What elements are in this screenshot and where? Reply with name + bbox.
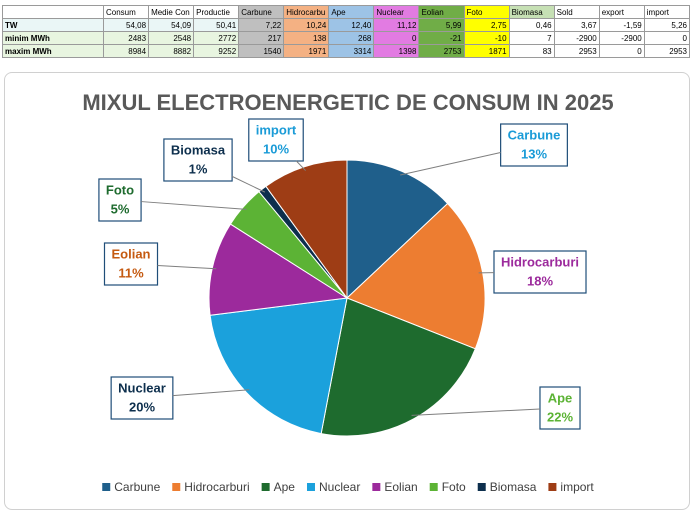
- label-name: Hidrocarburi: [501, 254, 579, 269]
- table-cell: 10,24: [283, 18, 330, 32]
- header-cell: Ape: [328, 5, 375, 19]
- row-label: maxim MWh: [2, 44, 104, 58]
- legend-label: Eolian: [384, 480, 417, 494]
- data-label: Ape 22%: [539, 386, 581, 430]
- leader-line: [172, 389, 250, 397]
- table-cell: 2,75: [463, 18, 510, 32]
- legend: Carbune Hidrocarburi Ape Nuclear Eolian Foto B…: [102, 480, 594, 494]
- table-cell: 2953: [643, 44, 691, 58]
- legend-swatch: [372, 483, 381, 491]
- leader-line: [400, 151, 501, 176]
- data-label: Hidrocarburi 18%: [493, 250, 587, 294]
- table-cell: 1871: [463, 44, 510, 58]
- legend-swatch: [306, 483, 315, 491]
- label-name: Ape: [548, 390, 573, 405]
- label-name: Carbune: [508, 127, 561, 142]
- table-cell: 1540: [238, 44, 285, 58]
- legend-label: Hidrocarburi: [184, 480, 249, 494]
- data-label: Carbune 13%: [500, 123, 568, 167]
- legend-swatch: [172, 483, 181, 491]
- label-value: 10%: [263, 141, 289, 156]
- label-name: Nuclear: [118, 380, 166, 395]
- header-cell: Eolian: [418, 5, 465, 19]
- table-cell: -10: [463, 31, 510, 45]
- chart-card: [4, 72, 690, 510]
- label-box: [98, 178, 142, 222]
- leader-line: [295, 160, 306, 171]
- label-box: [103, 242, 159, 286]
- legend-label: Nuclear: [319, 480, 360, 494]
- label-name: Biomasa: [171, 142, 226, 157]
- header-cell: Foto: [463, 5, 510, 19]
- legend-label: Foto: [442, 480, 466, 494]
- data-label: Eolian 11%: [103, 242, 159, 286]
- header-cell: Biomasa: [508, 5, 555, 19]
- pie-slice: [209, 297, 348, 435]
- table-cell: 83: [508, 44, 555, 58]
- legend-swatch: [429, 483, 438, 491]
- label-value: 5%: [111, 201, 130, 216]
- leader-line: [141, 201, 247, 210]
- label-value: 20%: [129, 399, 155, 414]
- table-cell: 2483: [102, 31, 150, 45]
- table-cell: 8882: [148, 44, 195, 58]
- pie-slice: [320, 297, 476, 437]
- legend-swatch: [261, 483, 270, 491]
- data-table: Consum Medie Con Productie Carbune Hidrocarb…: [2, 5, 691, 58]
- label-value: 1%: [189, 161, 208, 176]
- table-cell: 2753: [418, 44, 465, 58]
- label-name: Eolian: [111, 246, 150, 261]
- table-cell: 0: [373, 31, 420, 45]
- table-cell: 8984: [102, 44, 150, 58]
- leader-line: [157, 264, 217, 270]
- data-label: Biomasa 1%: [163, 138, 233, 182]
- pie-slice: [208, 223, 349, 316]
- table-cell: -21: [418, 31, 465, 45]
- table-cell: 50,41: [193, 18, 240, 32]
- legend-swatch: [548, 483, 557, 491]
- label-value: 22%: [547, 409, 573, 424]
- table-cell: 9252: [193, 44, 240, 58]
- legend-swatch: [102, 483, 111, 491]
- table-cell: 54,08: [102, 18, 150, 32]
- table-row: minim MWh 2483 2548 2772 217 138 268 0 -21 -10 7 -2…: [2, 31, 691, 45]
- legend-label: import: [560, 480, 594, 494]
- data-label: Foto 5%: [98, 178, 142, 222]
- pie-slice: [346, 159, 449, 300]
- table-cell: 2953: [553, 44, 600, 58]
- pie-slice: [265, 159, 348, 300]
- label-value: 11%: [118, 265, 144, 280]
- label-box: [539, 386, 581, 430]
- header-row: Consum Medie Con Productie Carbune Hidrocarb…: [2, 5, 691, 19]
- data-label: Nuclear 20%: [110, 376, 174, 420]
- label-box: [248, 118, 304, 162]
- table-row: TW 54,08 54,09 50,41 7,22 10,24 12,40 11,12 5,99…: [2, 18, 691, 32]
- table-row: maxim MWh 8984 8882 9252 1540 1971 3314 1398 275…: [2, 44, 691, 58]
- label-name: import: [256, 122, 297, 137]
- label-box: [500, 123, 568, 167]
- label-value: 13%: [521, 146, 547, 161]
- legend-swatch: [477, 483, 486, 491]
- label-box: [493, 250, 587, 294]
- label-box: [110, 376, 174, 420]
- pie-slice: [346, 202, 486, 350]
- legend-label: Carbune: [114, 480, 160, 494]
- chart-title: MIXUL ELECTROENERGETIC DE CONSUM IN 2025: [82, 90, 613, 115]
- table-cell: 7,22: [238, 18, 285, 32]
- table-cell: 1398: [373, 44, 420, 58]
- label-name: Foto: [106, 182, 134, 197]
- header-cell: Carbune: [238, 5, 285, 19]
- label-box: [163, 138, 233, 182]
- leader-line: [231, 175, 266, 193]
- label-value: 18%: [527, 273, 553, 288]
- legend-label: Ape: [274, 480, 296, 494]
- legend-label: Biomasa: [490, 480, 537, 494]
- table-cell: 1971: [283, 44, 330, 58]
- leader-line: [411, 408, 541, 416]
- data-label: import 10%: [248, 118, 304, 162]
